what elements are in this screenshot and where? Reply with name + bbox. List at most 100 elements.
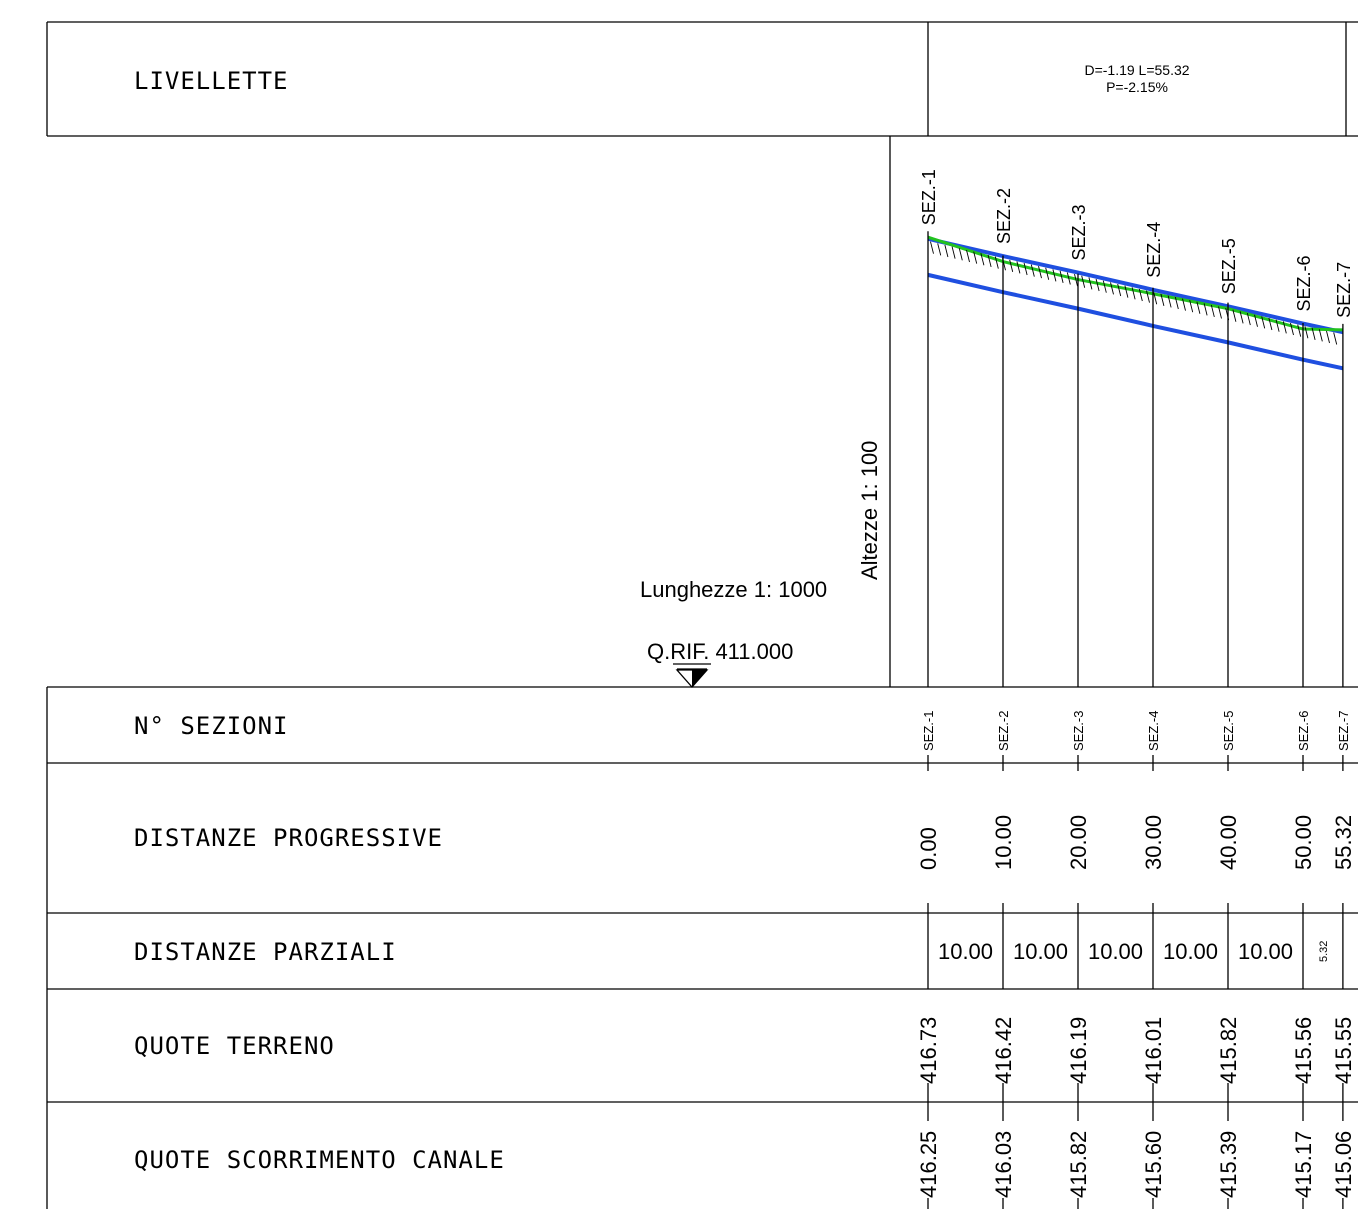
parziale-value: 10.00 xyxy=(1088,939,1143,964)
hatch-line xyxy=(1268,317,1273,331)
terreno-value: 415.55 xyxy=(1331,1017,1356,1084)
hatch-line xyxy=(1254,314,1258,327)
terreno-value: 416.19 xyxy=(1066,1017,1091,1084)
hatch-line xyxy=(1138,288,1143,302)
hatch-line xyxy=(1009,259,1014,272)
hatch-line xyxy=(980,253,985,266)
terreno-value: 416.73 xyxy=(916,1017,941,1084)
parziale-value: 5.32 xyxy=(1318,941,1330,962)
livelletta-line1: D=-1.19 L=55.32 xyxy=(1084,62,1189,78)
hatch-line xyxy=(1232,309,1237,322)
row-label-progressive: DISTANZE PROGRESSIVE xyxy=(134,824,443,852)
row-section-label: SEZ.-6 xyxy=(1296,711,1311,751)
section-columns: SEZ.-1 SEZ.-1 0.00 416.73 416.25 SEZ.-2 SEZ.-2… xyxy=(916,169,1356,1209)
row-section-label: SEZ.-7 xyxy=(1336,711,1351,751)
hatch-line xyxy=(1246,312,1251,326)
hatch-line xyxy=(1290,322,1294,336)
progressive-value: 10.00 xyxy=(991,815,1016,870)
hatch-line xyxy=(1160,293,1165,306)
hatch-line xyxy=(1167,295,1172,308)
hatch-line xyxy=(1081,275,1086,288)
hatch-line xyxy=(1196,301,1201,314)
row-section-label: SEZ.-2 xyxy=(996,711,1011,751)
hatch-line xyxy=(1153,292,1158,305)
hatch-line xyxy=(1052,269,1057,282)
row-label-livellette: LIVELLETTE xyxy=(134,67,289,95)
hatch-line xyxy=(1182,298,1186,311)
row-label-terreno: QUOTE TERRENO xyxy=(134,1032,335,1060)
hatch-line xyxy=(1066,272,1071,285)
hatch-line xyxy=(1261,316,1266,329)
hatch-line xyxy=(973,251,978,264)
terreno-value: 416.01 xyxy=(1141,1017,1166,1084)
profile-section-label: SEZ.-3 xyxy=(1069,205,1089,261)
scorrimento-value: 415.17 xyxy=(1291,1131,1316,1198)
hatch-line xyxy=(1203,303,1208,316)
hatch-line xyxy=(1074,273,1078,287)
progressive-value: 30.00 xyxy=(1141,815,1166,870)
parziale-value: 10.00 xyxy=(938,939,993,964)
table-frame xyxy=(46,21,1358,1209)
terreno-value: 415.56 xyxy=(1291,1017,1316,1084)
hatch-line xyxy=(1304,326,1309,339)
scorrimento-value: 416.03 xyxy=(991,1131,1016,1198)
progressive-value: 40.00 xyxy=(1216,815,1241,870)
hatch-line xyxy=(1282,321,1287,334)
profile-section-label: SEZ.-7 xyxy=(1334,262,1354,318)
hatch-line xyxy=(1333,332,1338,345)
scorrimento-value: 416.25 xyxy=(916,1131,941,1198)
hatch-line xyxy=(1239,311,1244,324)
reference-triangle-icon xyxy=(673,663,711,688)
hatch-line xyxy=(966,249,970,263)
row-section-label: SEZ.-5 xyxy=(1221,711,1236,751)
row-label-sezioni: N° SEZIONI xyxy=(134,712,289,740)
parziale-value: 10.00 xyxy=(1013,939,1068,964)
progressive-value: 0.00 xyxy=(916,827,941,870)
hatch-line xyxy=(951,246,956,259)
hatch-line xyxy=(1210,304,1215,318)
hatch-line xyxy=(1326,330,1330,344)
hatch-line xyxy=(987,254,992,268)
hatch-line xyxy=(1030,264,1035,277)
profile-area xyxy=(927,235,1344,371)
parziale-value: 10.00 xyxy=(1238,939,1293,964)
progressive-value: 20.00 xyxy=(1066,815,1091,870)
hatch-line xyxy=(1102,280,1107,293)
hatch-line xyxy=(1146,290,1150,303)
profile-section-label: SEZ.-4 xyxy=(1144,222,1164,278)
profile-section-label: SEZ.-6 xyxy=(1294,256,1314,312)
row-label-scorrimento: QUOTE SCORRIMENTO CANALE xyxy=(134,1146,505,1174)
progressive-value: 55.32 xyxy=(1331,815,1356,870)
row-section-label: SEZ.-3 xyxy=(1071,711,1086,751)
hatch-line xyxy=(1174,296,1179,310)
hatch-line xyxy=(1311,327,1316,340)
hatch-line xyxy=(1117,283,1122,297)
hatch-line xyxy=(944,244,949,258)
progressive-value: 50.00 xyxy=(1291,815,1316,870)
scale-lunghezze: Lunghezze 1: 1000 xyxy=(640,577,827,602)
parziale-value: 10.00 xyxy=(1163,939,1218,964)
hatch-line xyxy=(1189,300,1194,313)
hatch-line xyxy=(1095,278,1100,292)
scale-altezze: Altezze 1: 100 xyxy=(857,441,882,580)
profile-section-label: SEZ.-1 xyxy=(919,169,939,225)
scorrimento-value: 415.60 xyxy=(1141,1131,1166,1198)
profile-section-label: SEZ.-2 xyxy=(994,188,1014,244)
hatch-line xyxy=(937,243,942,256)
profile-section-label: SEZ.-5 xyxy=(1219,238,1239,294)
hatch-line xyxy=(1110,282,1114,295)
scorrimento-value: 415.82 xyxy=(1066,1131,1091,1198)
terreno-value: 416.42 xyxy=(991,1017,1016,1084)
canal-top-line xyxy=(927,236,1344,335)
terreno-value: 415.82 xyxy=(1216,1017,1241,1084)
scorrimento-value: 415.39 xyxy=(1216,1131,1241,1198)
hatch-line xyxy=(1016,261,1021,274)
hatch-line xyxy=(1124,285,1129,298)
hatch-line xyxy=(1023,262,1028,276)
hatch-line xyxy=(930,241,934,254)
livelletta-line2: P=-2.15% xyxy=(1106,79,1168,95)
hatch-line xyxy=(994,256,999,269)
hatch-line xyxy=(1088,277,1093,290)
hatch-line xyxy=(958,248,963,261)
